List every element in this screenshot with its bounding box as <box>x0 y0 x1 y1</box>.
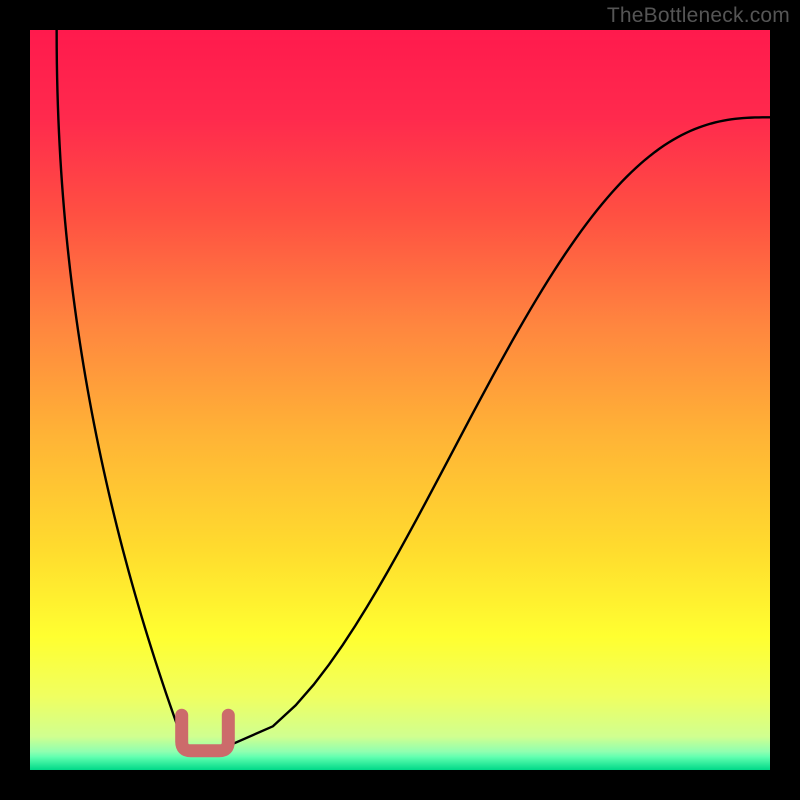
curve-right-branch <box>224 117 770 747</box>
valley-marker <box>182 715 229 751</box>
curve-overlay <box>30 30 770 770</box>
chart-container: TheBottleneck.com <box>0 0 800 800</box>
curve-left-branch <box>57 30 186 748</box>
plot-area <box>30 30 770 770</box>
watermark-text: TheBottleneck.com <box>607 4 790 28</box>
